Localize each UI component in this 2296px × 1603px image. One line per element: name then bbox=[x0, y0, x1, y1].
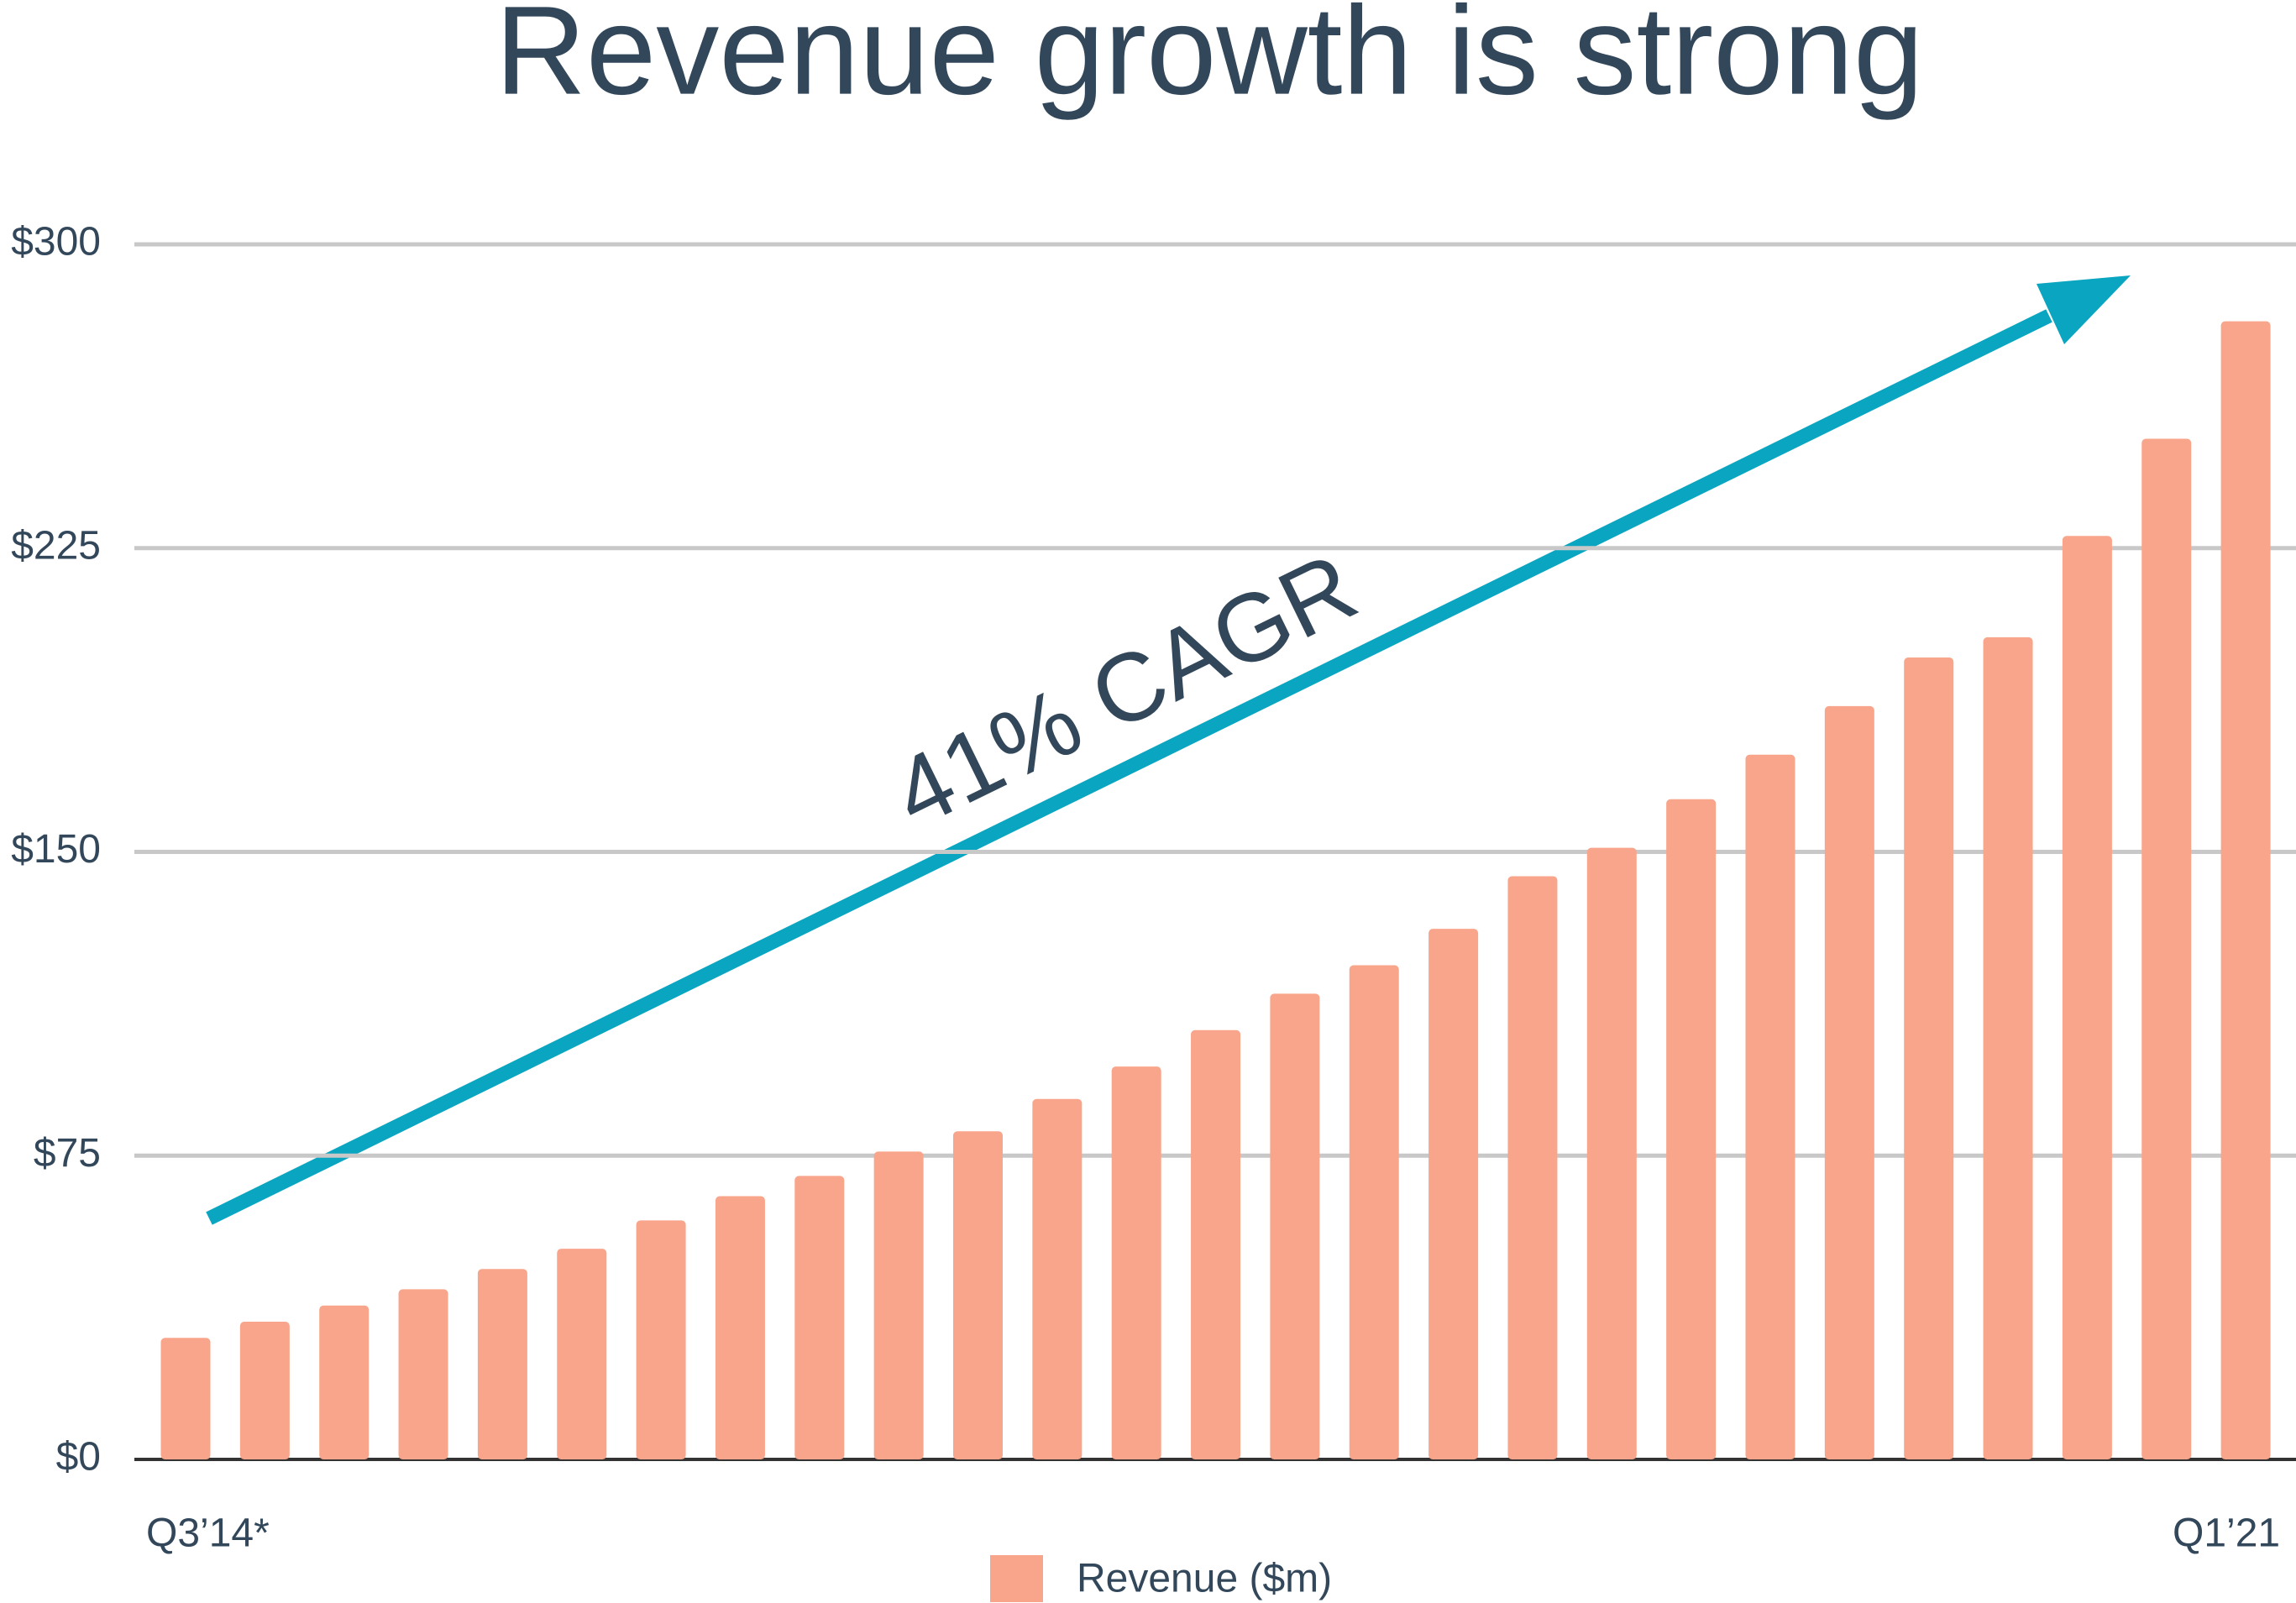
bar bbox=[1983, 636, 2033, 1459]
bar bbox=[715, 1196, 765, 1459]
x-tick-label: Q1’21 bbox=[2173, 1511, 2280, 1556]
chart-title: Revenue growth is strong bbox=[495, 0, 1924, 121]
bar bbox=[1349, 965, 1399, 1459]
legend-label: Revenue ($m) bbox=[1077, 1557, 1332, 1601]
y-tick-label: $225 bbox=[11, 523, 101, 568]
bar bbox=[1428, 929, 1479, 1459]
y-tick-label: $150 bbox=[11, 827, 101, 872]
bar bbox=[1032, 1098, 1082, 1459]
bar bbox=[557, 1249, 607, 1459]
y-tick-label: $75 bbox=[34, 1131, 101, 1176]
bar bbox=[398, 1289, 448, 1459]
bar bbox=[1111, 1066, 1161, 1459]
bar bbox=[1904, 657, 1954, 1459]
bar bbox=[794, 1176, 845, 1459]
bar bbox=[873, 1151, 924, 1459]
bar bbox=[239, 1322, 290, 1459]
bar bbox=[1270, 993, 1320, 1459]
bar bbox=[1666, 799, 1717, 1459]
bar bbox=[2220, 321, 2271, 1460]
bar bbox=[319, 1305, 370, 1459]
bar bbox=[2141, 438, 2192, 1459]
bar bbox=[160, 1338, 211, 1459]
bar bbox=[953, 1131, 1003, 1459]
legend-swatch bbox=[990, 1555, 1043, 1602]
y-tick-label: $0 bbox=[56, 1435, 101, 1480]
bar bbox=[1824, 705, 1874, 1459]
bar bbox=[2062, 536, 2112, 1459]
y-tick-label: $300 bbox=[11, 220, 101, 265]
x-tick-label: Q3’14* bbox=[146, 1511, 270, 1556]
trend-arrow bbox=[206, 309, 2052, 1225]
bar bbox=[1191, 1029, 1241, 1459]
arrow-head bbox=[2037, 275, 2131, 344]
bar bbox=[1745, 754, 1795, 1459]
bar bbox=[636, 1220, 686, 1459]
bar bbox=[1507, 876, 1558, 1459]
bar bbox=[477, 1269, 527, 1459]
bar bbox=[1586, 847, 1637, 1459]
